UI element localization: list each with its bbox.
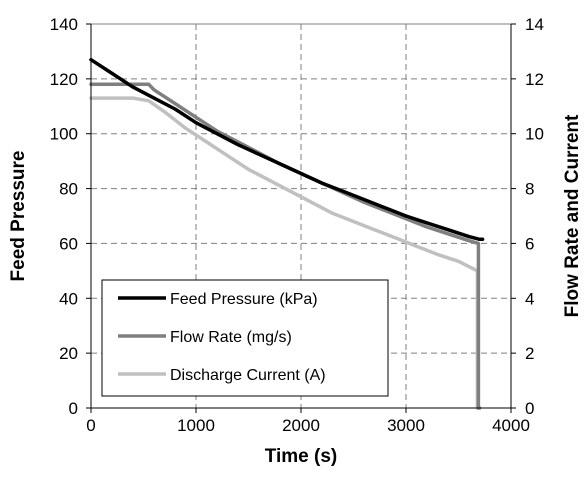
- y-right-tick-label: 10: [525, 125, 544, 144]
- y-right-tick-label: 12: [525, 70, 544, 89]
- y-left-tick-label: 60: [59, 234, 78, 253]
- y-left-tick-label: 100: [50, 125, 78, 144]
- y-axis-right-title: Flow Rate and Current: [562, 114, 583, 317]
- x-tick-label: 2000: [282, 416, 320, 435]
- series-lines: [89, 57, 485, 410]
- x-axis-title: Time (s): [265, 446, 338, 467]
- series-line-0: [89, 57, 485, 242]
- y-right-tick-label: 8: [525, 180, 534, 199]
- legend: Feed Pressure (kPa) Flow Rate (mg/s) Disch…: [101, 279, 389, 397]
- y-right-tick-label: 2: [525, 344, 534, 363]
- x-tick-label: 3000: [387, 416, 425, 435]
- y-axis-left-title: Feed Pressure: [8, 151, 29, 282]
- series-line-2: [89, 96, 482, 410]
- y-left-tick-label: 20: [59, 344, 78, 363]
- legend-items: Feed Pressure (kPa) Flow Rate (mg/s) Disch…: [118, 291, 326, 384]
- y-right-tick-label: 14: [525, 15, 544, 34]
- axes: 0 1000 2000 3000 400002040608010012014002468…: [50, 15, 544, 435]
- y-left-tick-label: 120: [50, 70, 78, 89]
- y-right-tick-label: 0: [525, 399, 534, 418]
- y-left-tick-label: 80: [59, 180, 78, 199]
- legend-label-0: Feed Pressure (kPa): [170, 291, 318, 308]
- y-left-tick-label: 140: [50, 15, 78, 34]
- y-left-tick-label: 0: [69, 399, 78, 418]
- legend-label-1: Flow Rate (mg/s): [170, 329, 292, 346]
- x-tick-label: 0: [86, 416, 95, 435]
- y-right-tick-label: 4: [525, 289, 534, 308]
- x-tick-label: 1000: [177, 416, 215, 435]
- legend-label-2: Discharge Current (A): [170, 367, 326, 384]
- y-left-tick-label: 40: [59, 289, 78, 308]
- y-right-tick-label: 6: [525, 234, 534, 253]
- x-tick-label: 4000: [492, 416, 530, 435]
